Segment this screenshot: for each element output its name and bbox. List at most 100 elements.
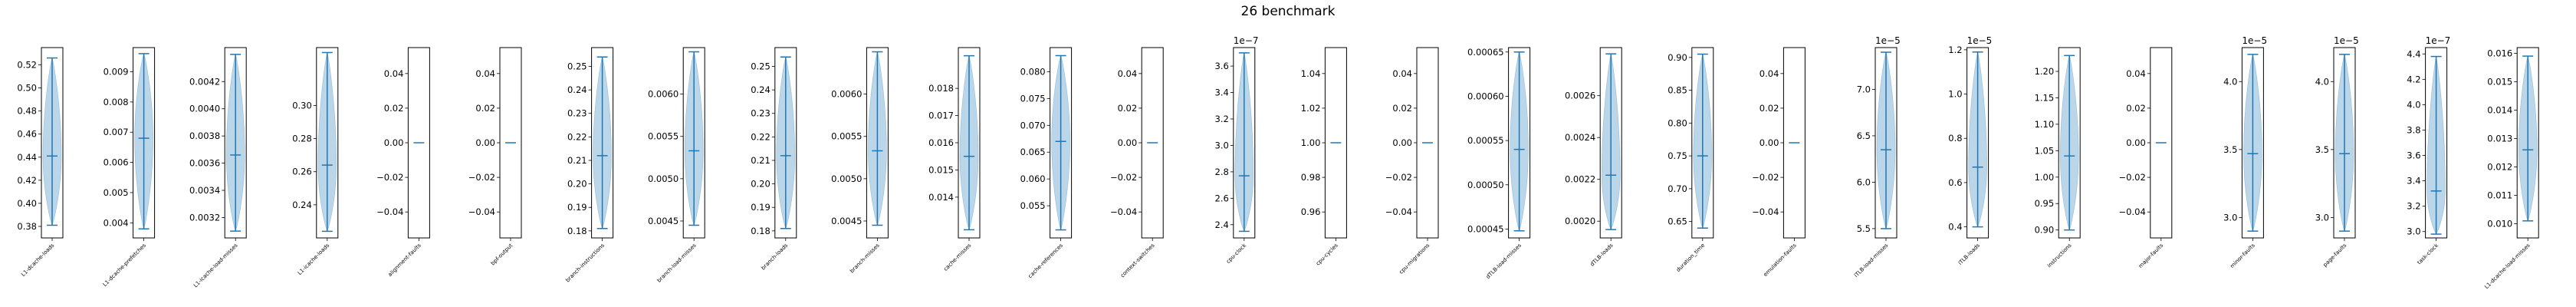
y-tick-label: 0.25: [751, 61, 770, 71]
y-tick-label: 0.00: [1118, 137, 1138, 148]
y-tick-label: 6.5: [1857, 130, 1871, 141]
chart-title: 26 benchmark: [1240, 4, 1336, 19]
y-tick-label: 0.010: [2487, 218, 2512, 229]
y-tick-label: 0.0055: [648, 131, 678, 142]
x-category-label: dTLB-load-misses: [1485, 243, 1523, 280]
y-tick-label: 0.0020: [1565, 216, 1595, 226]
axis-offset-label: 1e−5: [2334, 35, 2359, 46]
y-tick-label: 0.060: [1020, 173, 1046, 184]
y-tick-label: 0.50: [17, 83, 37, 94]
axis-offset-label: 1e−5: [1967, 35, 1993, 46]
y-tick-label: 0.21: [751, 155, 770, 166]
y-tick-label: −0.02: [1385, 172, 1412, 183]
y-tick-label: 0.52: [17, 60, 37, 71]
x-category-label: L1-dcache-prefetches: [102, 243, 148, 289]
x-category-label: task-clock: [2416, 242, 2440, 266]
y-tick-label: 0.018: [928, 83, 954, 94]
y-tick-label: 3.0: [2315, 212, 2329, 223]
y-tick-label: 0.42: [17, 175, 37, 186]
x-category-label: L1-icache-load-misses: [192, 243, 239, 289]
y-tick-label: 0.0055: [831, 131, 862, 142]
y-tick-label: 0.015: [928, 164, 954, 175]
y-tick-label: 0.0045: [831, 216, 862, 226]
y-tick-label: 0.011: [2487, 190, 2512, 200]
axis-offset-label: 1e−5: [2242, 35, 2267, 46]
y-tick-label: 0.0042: [189, 76, 220, 87]
y-tick-label: 3.6: [2407, 150, 2420, 161]
y-tick-label: 1.10: [2035, 119, 2055, 130]
y-tick-label: 0.22: [751, 131, 770, 142]
x-category-label: instructions: [2046, 243, 2073, 269]
y-tick-label: 7.0: [1857, 84, 1871, 94]
y-tick-label: 0.04: [2126, 68, 2146, 79]
y-tick-label: 0.04: [1392, 68, 1412, 79]
y-tick-label: 0.0024: [1565, 132, 1595, 143]
y-tick-label: 0.070: [1020, 120, 1046, 130]
y-tick-label: 0.00055: [1467, 135, 1504, 146]
y-tick-label: 5.5: [1857, 223, 1871, 234]
y-tick-label: 3.8: [2407, 124, 2420, 135]
y-tick-label: 0.24: [292, 200, 312, 210]
y-tick-label: 0.95: [2035, 198, 2055, 209]
y-tick-label: 1.2: [1948, 45, 1962, 55]
y-tick-label: 4.0: [2223, 76, 2237, 87]
y-tick-label: 0.0026: [1565, 91, 1595, 101]
y-tick-label: 1.20: [2035, 66, 2055, 77]
y-tick-label: 0.18: [567, 226, 587, 236]
y-tick-label: 0.24: [751, 84, 770, 95]
y-tick-label: 3.0: [2223, 212, 2237, 223]
y-tick-label: 0.85: [1668, 85, 1687, 96]
x-category-label: cache-references: [1027, 243, 1065, 280]
y-tick-label: 0.23: [567, 108, 587, 119]
y-tick-label: 0.0034: [189, 185, 220, 196]
y-tick-label: 0.017: [928, 111, 954, 121]
y-tick-label: 1.00: [2035, 172, 2055, 183]
y-tick-label: 0.016: [928, 137, 954, 148]
y-tick-label: 0.4: [1948, 222, 1962, 233]
y-tick-label: 0.44: [17, 152, 37, 163]
y-tick-label: 0.014: [2487, 104, 2512, 115]
y-tick-label: 0.0040: [189, 104, 220, 114]
y-tick-label: 0.0022: [1565, 174, 1595, 185]
axis-offset-label: 1e−7: [1234, 35, 1259, 46]
y-tick-label: 0.004: [104, 217, 129, 228]
y-tick-label: 0.20: [751, 179, 770, 190]
y-tick-label: 0.0060: [648, 89, 678, 100]
y-tick-label: 0.04: [384, 68, 404, 79]
y-tick-label: 0.8: [1948, 133, 1962, 144]
x-category-label: page-faults: [2322, 243, 2348, 269]
y-tick-label: 2.6: [1215, 193, 1229, 203]
y-tick-label: −0.02: [2119, 172, 2146, 183]
y-tick-label: 0.0032: [189, 212, 220, 223]
y-tick-label: 3.6: [1215, 61, 1229, 71]
y-tick-label: 0.04: [1118, 68, 1138, 79]
y-tick-label: 0.013: [2487, 133, 2512, 144]
y-tick-label: −0.02: [1752, 172, 1779, 183]
x-category-label: cpu-migrations: [1398, 243, 1431, 276]
y-tick-label: 3.5: [2223, 144, 2237, 155]
x-category-label: bpf-output: [490, 243, 514, 267]
x-category-label: context-switches: [1119, 243, 1156, 279]
x-category-label: L1-dcache-loads: [20, 243, 55, 278]
y-tick-label: 0.18: [751, 226, 770, 236]
y-tick-label: 0.30: [292, 100, 312, 111]
y-tick-label: 0.02: [475, 103, 495, 114]
y-tick-label: −0.02: [1110, 172, 1137, 183]
y-tick-label: −0.04: [1752, 206, 1779, 217]
y-tick-label: 0.00: [2126, 137, 2146, 148]
y-tick-label: −0.04: [2119, 206, 2146, 217]
x-category-label: cpu-cycles: [1315, 243, 1339, 267]
x-category-label: branch-misses: [849, 243, 881, 275]
y-tick-label: 0.02: [2126, 103, 2146, 114]
y-tick-label: 1.00: [1301, 137, 1321, 148]
y-tick-label: 0.25: [567, 61, 587, 71]
x-category-label: L1-icache-loads: [297, 243, 331, 277]
y-tick-label: 0.00065: [1467, 47, 1504, 58]
x-category-label: dTLB-loads: [1589, 243, 1615, 268]
y-tick-label: 2.8: [1215, 167, 1229, 177]
y-tick-label: 3.2: [2407, 201, 2420, 212]
y-tick-label: 0.00: [1760, 137, 1779, 148]
y-tick-label: 0.00060: [1467, 91, 1504, 101]
y-tick-label: 0.75: [1668, 150, 1687, 161]
